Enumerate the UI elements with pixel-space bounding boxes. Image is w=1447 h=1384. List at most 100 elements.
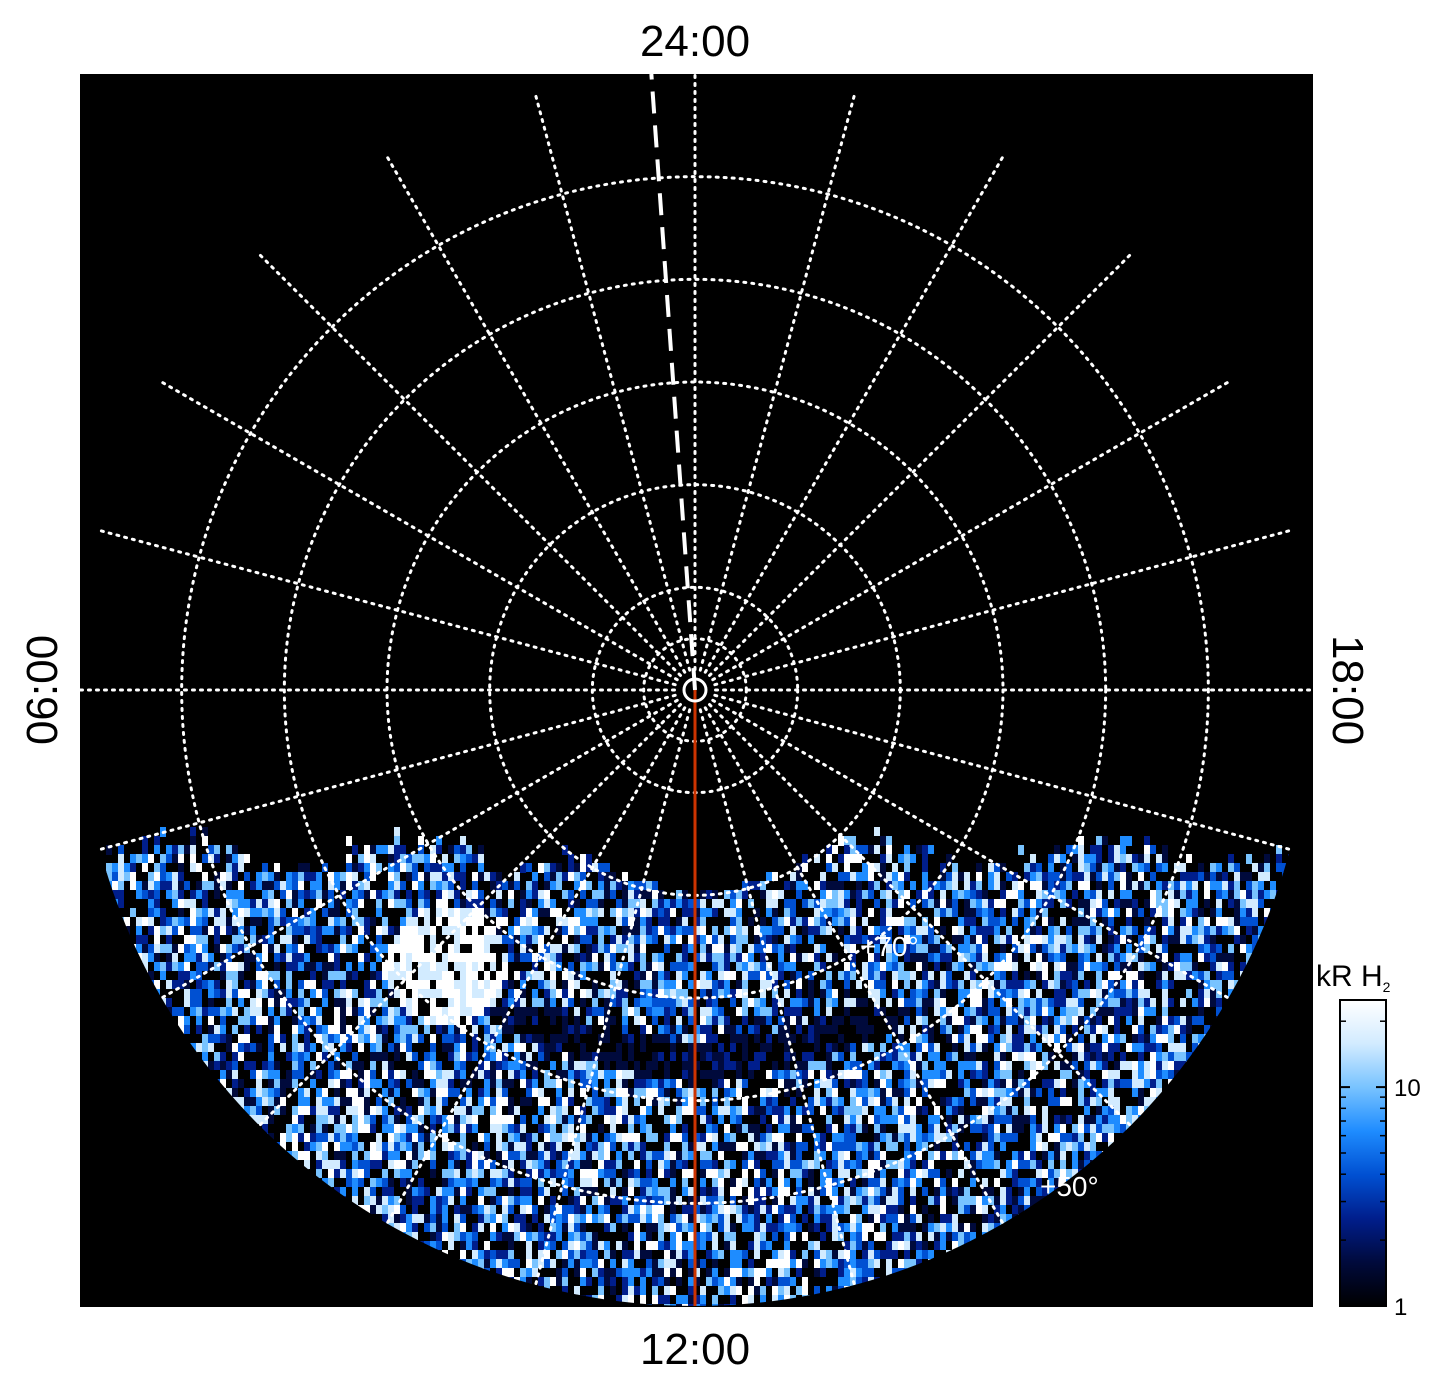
emission-cell	[712, 1061, 718, 1071]
emission-cell	[400, 926, 406, 936]
emission-cell	[1222, 890, 1228, 900]
emission-cell	[856, 980, 862, 990]
emission-cell	[784, 908, 790, 918]
emission-cell	[970, 998, 976, 1008]
emission-cell	[952, 926, 958, 936]
emission-cell	[964, 971, 970, 981]
emission-cell	[964, 908, 970, 918]
emission-cell	[334, 944, 340, 954]
emission-cell	[172, 962, 178, 972]
emission-cell	[1102, 953, 1108, 963]
emission-cell	[778, 917, 784, 927]
emission-cell	[208, 899, 214, 909]
emission-cell	[646, 1016, 652, 1026]
emission-cell	[1162, 989, 1168, 999]
emission-cell	[748, 1016, 754, 1026]
emission-cell	[184, 917, 190, 927]
emission-cell	[742, 962, 748, 972]
emission-cell	[868, 863, 874, 873]
emission-cell	[958, 1043, 964, 1053]
emission-cell	[700, 926, 706, 936]
emission-cell	[658, 1052, 664, 1062]
emission-cell	[466, 863, 472, 873]
emission-cell	[706, 980, 712, 990]
emission-cell	[256, 1025, 262, 1035]
emission-cell	[1210, 944, 1216, 954]
emission-cell	[448, 899, 454, 909]
emission-cell	[616, 917, 622, 927]
emission-cell	[118, 863, 124, 873]
emission-cell	[184, 935, 190, 945]
emission-cell	[424, 845, 430, 855]
emission-cell	[1144, 881, 1150, 891]
emission-cell	[166, 881, 172, 891]
emission-cell	[598, 908, 604, 918]
emission-cell	[640, 1070, 646, 1080]
emission-cell	[892, 989, 898, 999]
emission-cell	[1006, 917, 1012, 927]
emission-cell	[1186, 971, 1192, 981]
emission-cell	[904, 890, 910, 900]
emission-cell	[358, 899, 364, 909]
emission-cell	[934, 863, 940, 873]
emission-cell	[190, 890, 196, 900]
emission-cell	[754, 980, 760, 990]
emission-cell	[1006, 1034, 1012, 1044]
emission-cell	[688, 1070, 694, 1080]
emission-cell	[802, 1007, 808, 1017]
emission-cell	[1012, 989, 1018, 999]
emission-cell	[1090, 917, 1096, 927]
emission-cell	[604, 872, 610, 882]
emission-cell	[616, 962, 622, 972]
emission-cell	[754, 1061, 760, 1071]
emission-cell	[628, 971, 634, 981]
emission-cell	[742, 917, 748, 927]
emission-cell	[664, 980, 670, 990]
emission-cell	[658, 899, 664, 909]
emission-cell	[418, 1034, 424, 1044]
emission-cell	[160, 962, 166, 972]
emission-cell	[406, 953, 412, 963]
emission-cell	[412, 980, 418, 990]
emission-cell	[814, 908, 820, 918]
emission-cell	[154, 926, 160, 936]
emission-cell	[646, 971, 652, 981]
emission-cell	[1108, 899, 1114, 909]
emission-cell	[1012, 953, 1018, 963]
emission-cell	[946, 881, 952, 891]
emission-cell	[928, 944, 934, 954]
emission-cell	[946, 989, 952, 999]
emission-cell	[124, 845, 130, 855]
emission-cell	[1240, 962, 1246, 972]
emission-cell	[544, 971, 550, 981]
emission-cell	[688, 908, 694, 918]
emission-cell	[316, 863, 322, 873]
emission-cell	[196, 944, 202, 954]
emission-cell	[1168, 962, 1174, 972]
emission-cell	[766, 998, 772, 1008]
emission-cell	[886, 1025, 892, 1035]
emission-cell	[202, 872, 208, 882]
emission-cell	[496, 1034, 502, 1044]
emission-cell	[754, 998, 760, 1008]
emission-cell	[202, 854, 208, 864]
emission-cell	[1162, 953, 1168, 963]
emission-cell	[1156, 971, 1162, 981]
emission-cell	[256, 953, 262, 963]
emission-cell	[598, 953, 604, 963]
emission-cell	[934, 980, 940, 990]
emission-cell	[532, 935, 538, 945]
emission-cell	[1054, 953, 1060, 963]
emission-cell	[850, 962, 856, 972]
emission-cell	[1108, 980, 1114, 990]
emission-cell	[676, 1061, 682, 1071]
emission-cell	[664, 899, 670, 909]
emission-cell	[1036, 953, 1042, 963]
emission-cell	[1006, 908, 1012, 918]
emission-cell	[1102, 1052, 1108, 1062]
emission-cell	[850, 917, 856, 927]
emission-cell	[1036, 1016, 1042, 1026]
emission-cell	[670, 926, 676, 936]
emission-cell	[208, 1043, 214, 1053]
emission-cell	[1090, 1016, 1096, 1026]
